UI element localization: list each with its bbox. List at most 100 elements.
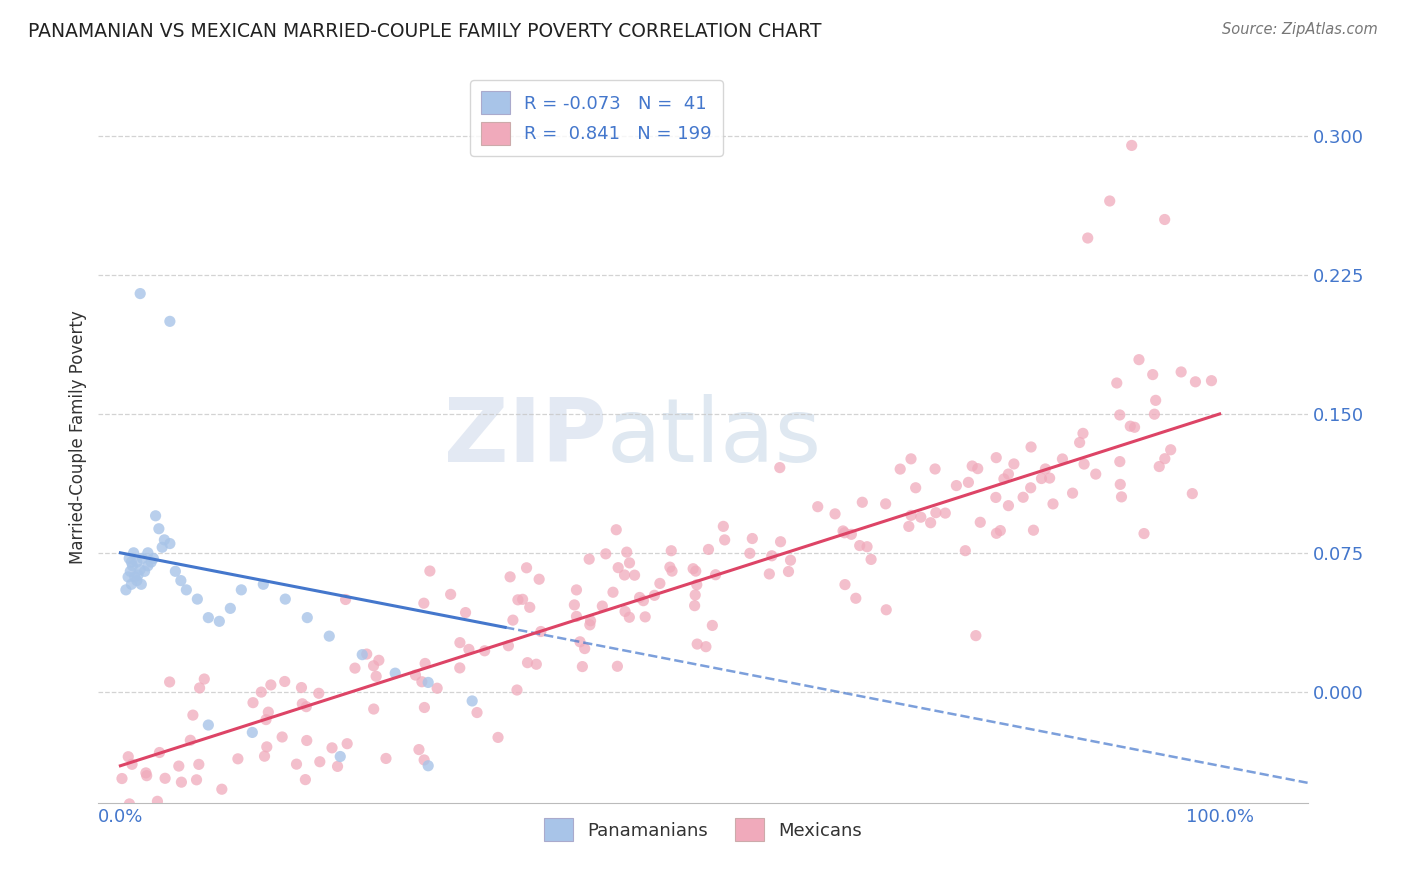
Point [832, 524, 855, 538]
Point [129, 562, 152, 576]
Point [136, 815, 159, 830]
Point [988, 524, 1011, 538]
Point [120, 577, 142, 591]
Point [121, 558, 143, 573]
Point [186, 592, 208, 607]
Point [1098, 194, 1121, 208]
Point [738, 546, 761, 560]
Point [440, 587, 463, 601]
Point [924, 462, 946, 476]
Point [318, 629, 340, 643]
Point [1071, 426, 1094, 441]
Point [159, 536, 181, 550]
Point [449, 635, 471, 649]
Point [1144, 393, 1167, 408]
Point [356, 647, 378, 661]
Point [291, 697, 314, 711]
Point [197, 610, 219, 624]
Point [1042, 497, 1064, 511]
Point [454, 606, 477, 620]
Point [512, 592, 534, 607]
Legend: Panamanians, Mexicans: Panamanians, Mexicans [537, 811, 869, 848]
Point [993, 472, 1015, 486]
Point [658, 560, 681, 574]
Point [146, 794, 169, 808]
Point [834, 577, 856, 591]
Point [628, 591, 651, 605]
Point [118, 551, 141, 566]
Point [605, 523, 627, 537]
Point [502, 613, 524, 627]
Point [159, 675, 181, 690]
Text: Source: ZipAtlas.com: Source: ZipAtlas.com [1222, 22, 1378, 37]
Point [778, 565, 800, 579]
Point [633, 593, 655, 607]
Point [702, 618, 724, 632]
Point [231, 582, 253, 597]
Point [458, 642, 481, 657]
Point [966, 461, 988, 475]
Point [122, 546, 145, 560]
Point [506, 592, 529, 607]
Point [986, 450, 1008, 465]
Point [897, 519, 920, 533]
Point [955, 543, 977, 558]
Point [219, 601, 242, 615]
Point [148, 522, 170, 536]
Point [294, 772, 316, 787]
Point [910, 510, 932, 524]
Point [165, 565, 187, 579]
Point [413, 700, 436, 714]
Point [250, 685, 273, 699]
Point [619, 610, 641, 624]
Point [257, 705, 280, 719]
Point [565, 582, 588, 597]
Point [136, 546, 159, 560]
Y-axis label: Married-Couple Family Poverty: Married-Couple Family Poverty [69, 310, 87, 564]
Point [159, 314, 181, 328]
Point [524, 657, 547, 672]
Point [945, 478, 967, 492]
Point [1133, 526, 1156, 541]
Point [271, 730, 294, 744]
Point [845, 591, 868, 606]
Point [506, 683, 529, 698]
Point [659, 543, 682, 558]
Point [779, 553, 801, 567]
Point [960, 458, 983, 473]
Point [197, 718, 219, 732]
Point [375, 751, 398, 765]
Point [260, 678, 283, 692]
Point [851, 495, 873, 509]
Point [226, 752, 249, 766]
Point [179, 733, 201, 747]
Point [117, 570, 139, 584]
Point [623, 568, 645, 582]
Point [1084, 467, 1107, 482]
Point [564, 598, 586, 612]
Point [1143, 407, 1166, 421]
Point [997, 467, 1019, 481]
Point [474, 644, 496, 658]
Point [141, 555, 163, 569]
Point [527, 572, 550, 586]
Point [153, 772, 176, 786]
Point [578, 552, 600, 566]
Point [449, 661, 471, 675]
Point [704, 567, 727, 582]
Point [1108, 408, 1130, 422]
Point [900, 508, 922, 523]
Point [465, 706, 488, 720]
Point [685, 564, 707, 578]
Point [115, 582, 138, 597]
Point [824, 507, 846, 521]
Point [984, 491, 1007, 505]
Point [1123, 420, 1146, 434]
Point [252, 577, 274, 591]
Point [741, 532, 763, 546]
Point [530, 624, 553, 639]
Point [613, 568, 636, 582]
Point [1153, 212, 1175, 227]
Point [565, 609, 588, 624]
Point [136, 558, 159, 573]
